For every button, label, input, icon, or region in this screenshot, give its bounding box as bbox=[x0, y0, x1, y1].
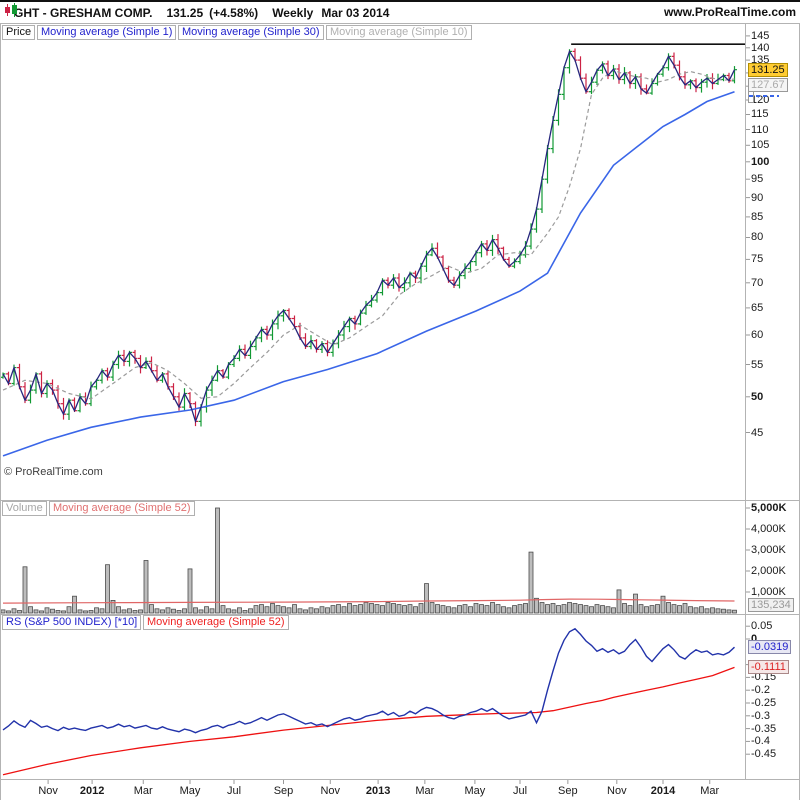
last-volume-badge: 135,234 bbox=[748, 598, 794, 612]
volume-rs-divider bbox=[0, 614, 800, 615]
x-axis-tick-label: 2013 bbox=[365, 785, 391, 797]
yaxis-divider bbox=[745, 24, 746, 779]
rs-axis-tick-label: -0.4 bbox=[751, 735, 770, 748]
price-axis-tick-label: 115 bbox=[751, 108, 769, 121]
rs-axis-tick-label: 0.05 bbox=[751, 620, 773, 633]
symbol-title: GHT - GRESHAM COMP. bbox=[14, 5, 153, 20]
x-axis-tick-label: 2012 bbox=[79, 785, 105, 797]
price-axis-tick-label: 65 bbox=[751, 301, 764, 314]
x-axis-tick-label: Sep bbox=[558, 785, 578, 797]
x-axis-tick-label: Mar bbox=[133, 785, 153, 797]
x-axis-tick-label: Jul bbox=[226, 785, 242, 797]
header-bar: GHT - GRESHAM COMP. 131.25 (+4.58%) Week… bbox=[0, 2, 800, 23]
rs-axis-tick-label: -0.25 bbox=[751, 697, 777, 709]
rs-legend-chip-0[interactable]: RS (S&P 500 INDEX) [*10] bbox=[2, 615, 142, 630]
rs-axis-tick-label: -0.3 bbox=[751, 709, 770, 722]
price-axis-tick-label: 55 bbox=[751, 358, 764, 371]
price-legend-chip-0[interactable]: Price bbox=[2, 25, 36, 40]
x-axis-tick-label: 2014 bbox=[650, 785, 676, 797]
rs-axis-tick-label: 0 bbox=[751, 633, 758, 645]
candlestick-icon bbox=[5, 3, 17, 17]
rs-axis-tick-label: -0.45 bbox=[751, 748, 777, 761]
x-axis-tick-label: Mar bbox=[700, 785, 720, 797]
volume-axis-tick-label: 5,000K bbox=[751, 502, 787, 514]
x-axis-tick-label: Nov bbox=[607, 785, 627, 797]
price-axis-tick-label: 145 bbox=[751, 29, 770, 42]
price-axis-tick-label: 60 bbox=[751, 329, 764, 342]
price-axis-tick-label: 45 bbox=[751, 426, 764, 439]
price-axis-tick-label: 110 bbox=[751, 123, 769, 136]
price-axis-tick-label: 50 bbox=[751, 390, 764, 403]
prorealtime-link[interactable]: www.ProRealTime.com bbox=[663, 5, 796, 19]
volume-axis-tick-label: 4,000K bbox=[751, 523, 786, 535]
price-axis-tick-label: 70 bbox=[751, 276, 764, 289]
x-axis-tick-label: May bbox=[464, 785, 486, 797]
volume-legend-chip-1[interactable]: Moving average (Simple 52) bbox=[49, 501, 195, 516]
rs-axis-tick-label: -0.35 bbox=[751, 722, 777, 735]
header-change: (+4.58%) bbox=[209, 5, 259, 20]
price-axis-tick-label: 100 bbox=[751, 155, 770, 168]
price-axis-tick-label: 90 bbox=[751, 191, 764, 204]
x-axis-tick-label: Nov bbox=[320, 785, 341, 797]
header-timeframe: Weekly bbox=[272, 5, 314, 20]
volume-legend-chip-0[interactable]: Volume bbox=[2, 501, 47, 516]
last-price-badge: 131.25 bbox=[748, 62, 788, 77]
price-axis-tick-label: 75 bbox=[751, 253, 764, 266]
volume-axis-tick-label: 2,000K bbox=[751, 565, 786, 577]
price-axis-tick-label: 105 bbox=[751, 139, 770, 152]
price-axis-tick-label: 140 bbox=[751, 41, 770, 54]
rs-ma-value-badge: -0.1111 bbox=[748, 660, 789, 675]
header-last-price: 131.25 bbox=[166, 5, 204, 20]
price-axis-tick-label: 80 bbox=[751, 231, 764, 244]
rs-value-badge: -0.0319 bbox=[748, 640, 792, 655]
volume-axis-tick-label: 1,000K bbox=[751, 586, 786, 598]
x-axis-tick-label: Nov bbox=[38, 785, 58, 797]
price-axis-tick-label: 95 bbox=[751, 173, 764, 186]
price-legend-chip-3[interactable]: Moving average (Simple 10) bbox=[326, 25, 472, 40]
header-divider bbox=[0, 23, 800, 24]
xaxis-divider bbox=[0, 779, 800, 780]
x-axis-tick-label: Sep bbox=[273, 785, 294, 797]
header-date: Mar 03 2014 bbox=[321, 5, 390, 20]
rs-axis-tick-label: -0.2 bbox=[751, 684, 770, 697]
watermark: © ProRealTime.com bbox=[4, 466, 103, 478]
x-axis-tick-label: Jul bbox=[512, 785, 528, 797]
price-volume-divider bbox=[0, 500, 800, 501]
left-border bbox=[0, 24, 1, 800]
rs-legend-chip-1[interactable]: Moving average (Simple 52) bbox=[143, 615, 289, 630]
x-axis-tick-label: Mar bbox=[415, 785, 435, 797]
price-axis-tick-label: 85 bbox=[751, 210, 764, 223]
ma10-value-badge: 127.67 bbox=[748, 78, 788, 93]
price-legend-chip-1[interactable]: Moving average (Simple 1) bbox=[37, 25, 177, 40]
ma30-value-badge bbox=[748, 91, 779, 104]
volume-axis-tick-label: 3,000K bbox=[751, 544, 786, 556]
x-axis-tick-label: May bbox=[179, 785, 201, 797]
price-legend-chip-2[interactable]: Moving average (Simple 30) bbox=[178, 25, 324, 40]
